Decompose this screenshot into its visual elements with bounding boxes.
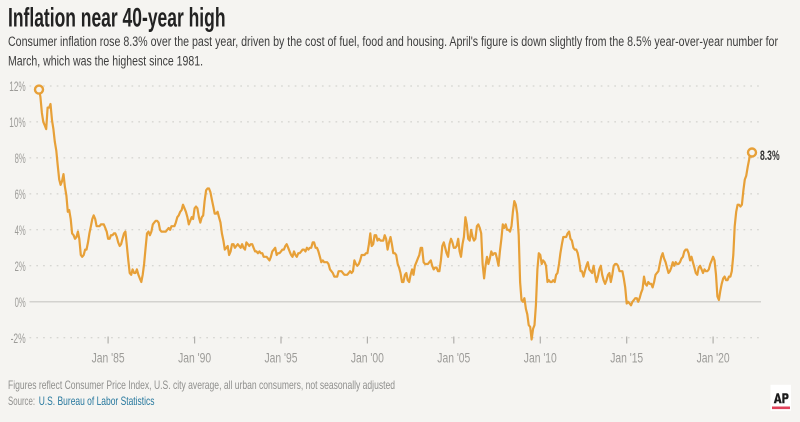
svg-text:Inflation near 40-year high: Inflation near 40-year high <box>8 3 226 33</box>
svg-text:8%: 8% <box>15 151 26 166</box>
svg-text:2%: 2% <box>15 259 26 274</box>
svg-text:Jan '85: Jan '85 <box>92 350 125 365</box>
svg-text:Source:: Source: <box>8 394 35 408</box>
svg-text:0%: 0% <box>15 295 26 310</box>
svg-text:Jan '00: Jan '00 <box>351 350 384 365</box>
svg-text:Jan '05: Jan '05 <box>437 350 470 365</box>
svg-text:12%: 12% <box>9 79 25 94</box>
svg-text:10%: 10% <box>9 115 25 130</box>
svg-text:-2%: -2% <box>11 331 26 346</box>
svg-text:Jan '95: Jan '95 <box>265 350 298 365</box>
svg-text:U.S. Bureau of Labor Statistic: U.S. Bureau of Labor Statistics <box>39 394 155 408</box>
svg-text:Jan '20: Jan '20 <box>697 350 730 365</box>
svg-text:March, which was the highest s: March, which was the highest since 1981. <box>8 53 203 68</box>
svg-text:4%: 4% <box>15 223 26 238</box>
svg-text:Jan '90: Jan '90 <box>178 350 211 365</box>
svg-text:8.3%: 8.3% <box>760 147 780 163</box>
svg-text:Jan '15: Jan '15 <box>610 350 643 365</box>
svg-text:6%: 6% <box>15 187 26 202</box>
svg-text:Figures reflect Consumer Price: Figures reflect Consumer Price Index, U.… <box>8 378 395 392</box>
svg-text:Consumer inflation rose 8.3% o: Consumer inflation rose 8.3% over the pa… <box>8 34 778 49</box>
svg-text:Jan '10: Jan '10 <box>524 350 557 365</box>
